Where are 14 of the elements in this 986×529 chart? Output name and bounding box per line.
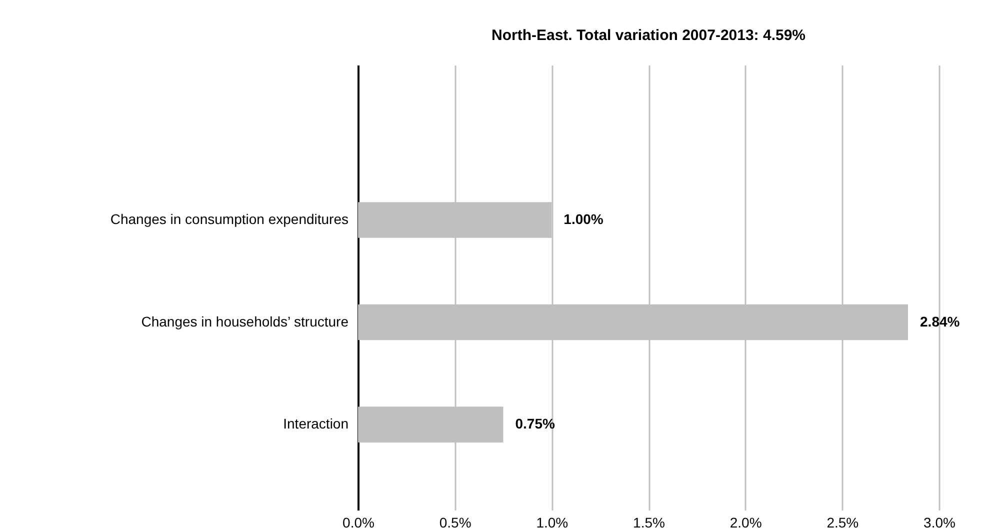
x-tick-label: 0.5% (439, 514, 472, 529)
x-tick-label: 2.0% (730, 514, 762, 529)
y-tick-label: Changes in consumption expenditures (110, 210, 348, 227)
y-tick-label: Changes in households’ structure (141, 313, 349, 330)
data-label: 0.75% (515, 416, 556, 432)
y-tick-label: Interaction (283, 416, 348, 432)
x-tick-label: 2.5% (826, 514, 859, 529)
chart-title: North-East. Total variation 2007-2013: 4.59% (491, 27, 806, 44)
data-label: 2.84% (920, 313, 960, 330)
x-tick-label: 1.0% (536, 514, 568, 529)
x-tick-label: 3.0% (924, 514, 956, 529)
x-tick-label: 0.0% (342, 514, 374, 529)
data-label: 1.00% (564, 210, 604, 227)
x-tick-label: 1.5% (633, 514, 665, 529)
